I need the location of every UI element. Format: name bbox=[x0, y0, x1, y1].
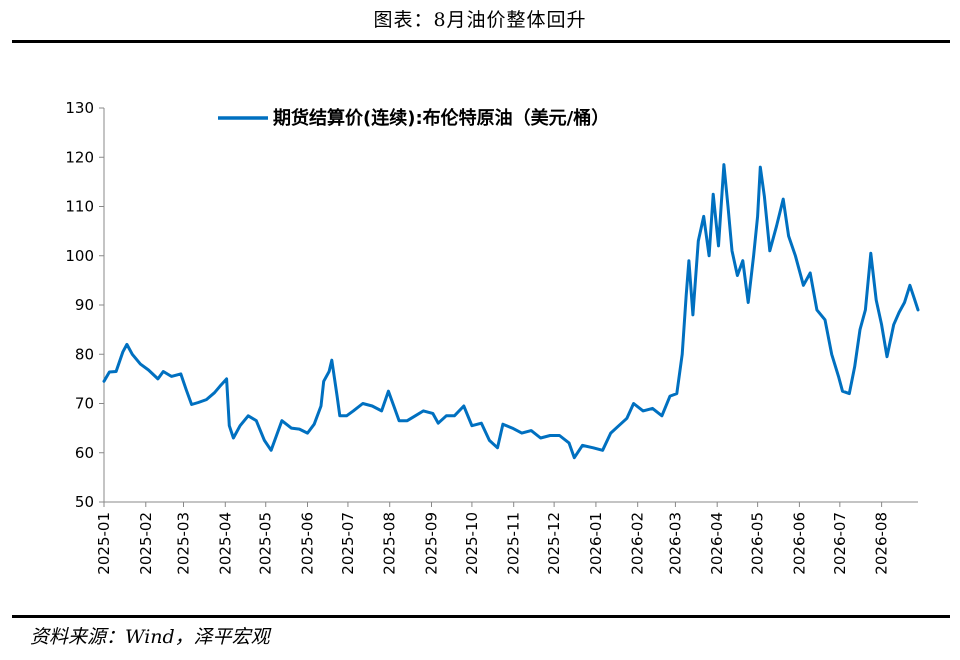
chart-axes bbox=[103, 108, 918, 503]
y-tick-label: 50 bbox=[75, 493, 94, 511]
x-tick-label: 2026-02 bbox=[629, 512, 647, 575]
x-tick-label: 2025-06 bbox=[299, 512, 317, 575]
x-tick-label: 2025-12 bbox=[545, 512, 563, 575]
bottom-rule bbox=[12, 615, 950, 618]
x-tick-label: 2026-06 bbox=[790, 512, 808, 575]
x-tick-label: 2025-01 bbox=[95, 512, 113, 575]
x-tick-label: 2025-09 bbox=[422, 512, 440, 575]
legend-label: 期货结算价(连续):布伦特原油（美元/桶） bbox=[273, 107, 609, 129]
x-tick-label: 2026-08 bbox=[873, 512, 891, 575]
series-line bbox=[102, 163, 920, 460]
x-tick-label: 2025-02 bbox=[137, 512, 155, 575]
plot-area bbox=[102, 163, 920, 460]
y-tick-label: 80 bbox=[75, 345, 94, 363]
x-tick-label: 2025-08 bbox=[381, 512, 399, 575]
chart-legend: 期货结算价(连续):布伦特原油（美元/桶） bbox=[218, 107, 609, 129]
y-tick-label: 130 bbox=[65, 99, 94, 117]
x-tick-label: 2025-05 bbox=[257, 512, 275, 575]
x-tick-label: 2025-10 bbox=[463, 512, 481, 575]
y-tick-label: 120 bbox=[65, 148, 94, 166]
x-tick-label: 2026-07 bbox=[831, 512, 849, 575]
y-tick-label: 70 bbox=[75, 395, 94, 413]
x-tick-label: 2025-07 bbox=[339, 512, 357, 575]
y-tick-label: 90 bbox=[75, 296, 94, 314]
x-tick-label: 2026-05 bbox=[749, 512, 767, 575]
y-tick-label: 110 bbox=[65, 198, 94, 216]
x-tick-label: 2026-01 bbox=[587, 512, 605, 575]
figure-title: 图表：8月油价整体回升 bbox=[373, 9, 587, 31]
x-tick-label: 2025-11 bbox=[505, 512, 523, 575]
x-tick-label: 2025-04 bbox=[216, 512, 234, 575]
y-tick-label: 100 bbox=[65, 247, 94, 265]
source-note: 资料来源：Wind，泽平宏观 bbox=[30, 626, 270, 648]
x-tick-label: 2026-03 bbox=[666, 512, 684, 575]
x-tick-label: 2026-04 bbox=[708, 512, 726, 575]
chart-ticks: 50 60 70 80 90 100 110 120 130 2025-01 2025-02 2025… bbox=[65, 99, 890, 575]
line-chart: 50 60 70 80 90 100 110 120 130 2025-01 2025-02 2025… bbox=[65, 99, 920, 575]
top-rule bbox=[12, 40, 950, 43]
y-tick-label: 60 bbox=[75, 444, 94, 462]
x-tick-label: 2025-03 bbox=[175, 512, 193, 575]
